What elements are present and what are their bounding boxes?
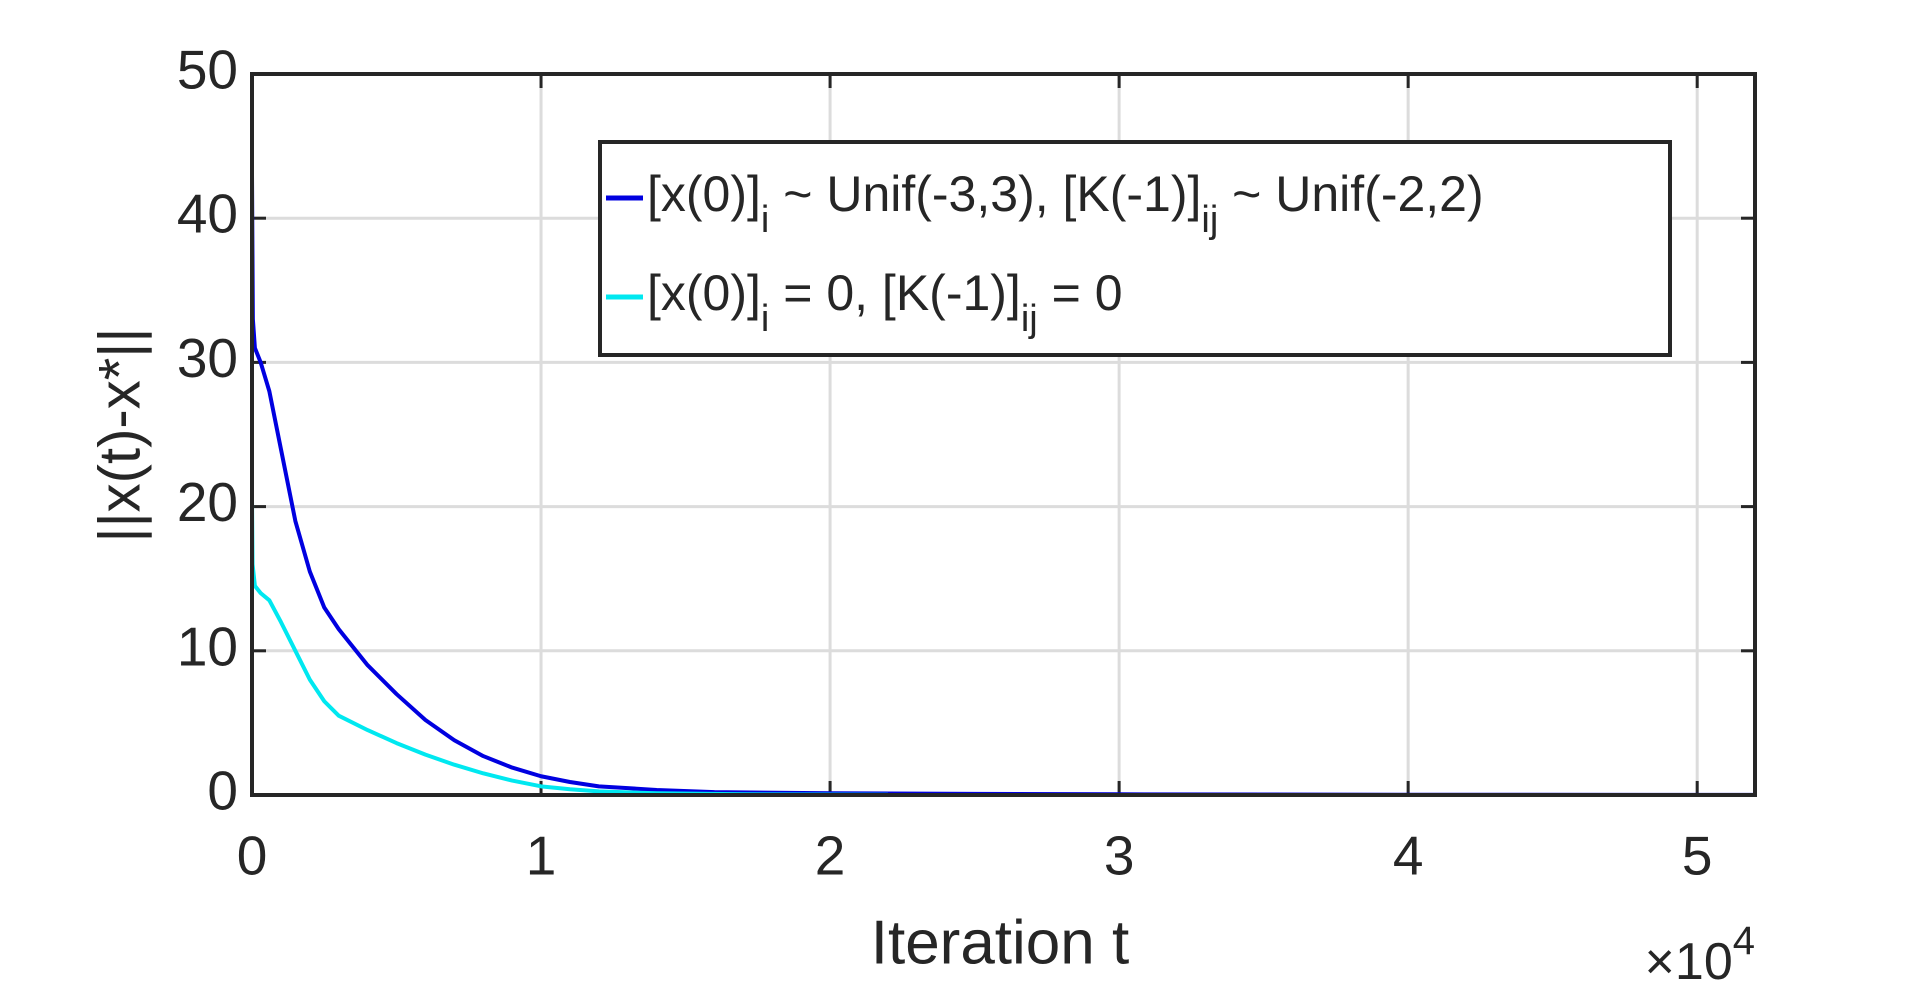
y-tick-label: 50 <box>177 39 238 101</box>
legend-text: = 0, [K(-1)] <box>769 265 1020 321</box>
y-tick-label: 40 <box>177 183 238 245</box>
legend-text: i <box>761 199 769 241</box>
y-tick-label: 20 <box>177 471 238 533</box>
legend-box <box>598 140 1672 357</box>
x-tick-label: 0 <box>237 825 268 887</box>
x-multiplier-base: ×10 <box>1645 933 1733 990</box>
legend-text: [x(0)] <box>647 265 761 321</box>
legend-text: ij <box>1021 298 1038 340</box>
legend-text: ~ Unif(-2,2) <box>1218 166 1483 222</box>
legend-text: ij <box>1201 199 1218 241</box>
x-tick-label: 3 <box>1104 825 1135 887</box>
legend-text: = 0 <box>1038 265 1123 321</box>
data-line <box>250 499 888 797</box>
legend-entry: [x(0)]i = 0, [K(-1)]ij = 0 <box>647 265 1123 340</box>
y-tick-label: 30 <box>177 327 238 389</box>
legend-text: [x(0)] <box>647 166 761 222</box>
y-tick-label: 0 <box>207 760 238 822</box>
x-multiplier-exponent: 4 <box>1733 919 1755 963</box>
x-tick-label: 5 <box>1682 825 1713 887</box>
x-tick-label: 2 <box>815 825 846 887</box>
legend-entry: [x(0)]i ~ Unif(-3,3), [K(-1)]ij ~ Unif(-… <box>647 166 1484 241</box>
legend-text: ~ Unif(-3,3), [K(-1)] <box>769 166 1201 222</box>
x-tick-label: 1 <box>526 825 557 887</box>
x-axis-label: Iteration t <box>871 908 1129 977</box>
x-tick-label: 4 <box>1393 825 1424 887</box>
y-axis-label: ||x(t)-x*|| <box>87 328 152 543</box>
legend-text: i <box>761 298 769 340</box>
y-tick-label: 10 <box>177 615 238 677</box>
axes-box <box>250 72 1757 797</box>
x-multiplier: ×104 <box>1645 919 1755 990</box>
